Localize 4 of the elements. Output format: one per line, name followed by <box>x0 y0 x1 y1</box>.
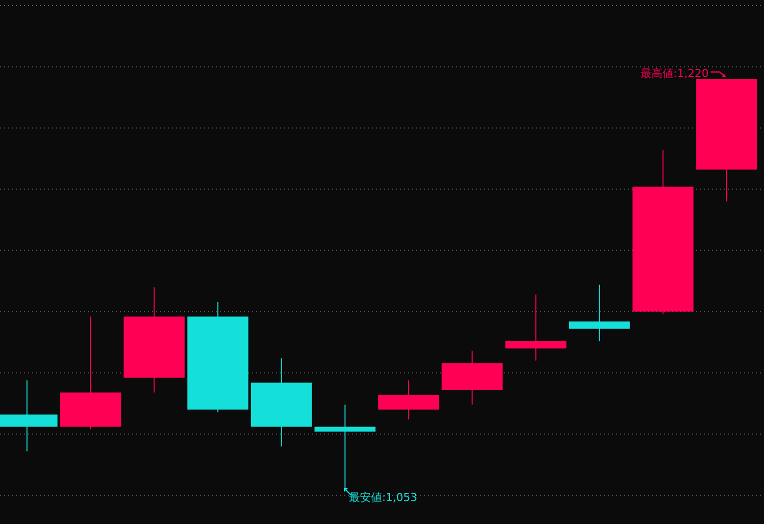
candlestick <box>314 404 376 488</box>
candlestick <box>505 294 566 362</box>
candlestick <box>568 284 630 342</box>
annotation: 最高値:1,220 <box>640 67 709 80</box>
